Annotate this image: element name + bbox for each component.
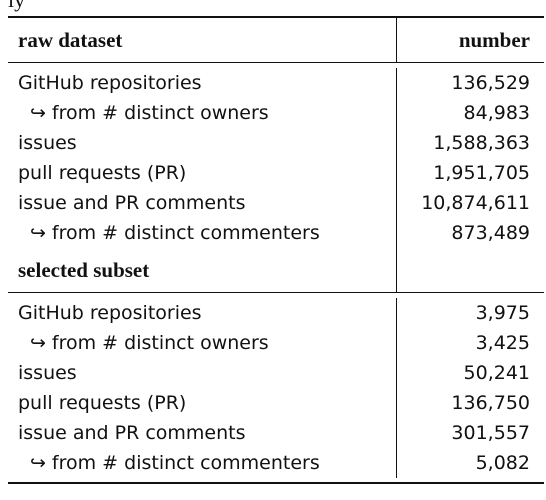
row-label: ↪ from # distinct owners (8, 332, 396, 354)
bottom-rule (8, 482, 544, 484)
row-label: pull requests (PR) (8, 162, 396, 184)
row-label-text: pull requests (PR) (18, 392, 187, 414)
row-label: GitHub repositories (8, 302, 396, 324)
row-label-text: from # distinct owners (51, 102, 269, 124)
dataset-statistics-table: raw dataset number GitHub repositories 13… (8, 16, 544, 484)
hook-arrow-icon: ↪ (30, 102, 46, 124)
row-label: issues (8, 132, 396, 154)
table-row: ↪ from # distinct owners 84,983 (8, 98, 544, 128)
table-row: issues 50,241 (8, 358, 544, 388)
table-row: issue and PR comments 301,557 (8, 418, 544, 448)
row-label: pull requests (PR) (8, 392, 396, 414)
row-label: issue and PR comments (8, 422, 396, 444)
row-label-text: GitHub repositories (18, 72, 202, 94)
top-rule (8, 16, 544, 18)
hook-arrow-icon: ↪ (30, 452, 46, 474)
header-selected-subset: selected subset (18, 257, 150, 282)
header-rule (8, 62, 544, 63)
raw-dataset-block: GitHub repositories 136,529 ↪ from # distin… (8, 63, 544, 252)
row-label: issues (8, 362, 396, 384)
row-label-text: from # distinct commenters (51, 222, 320, 244)
row-value: 1,951,705 (396, 158, 544, 188)
table-row: GitHub repositories 3,975 (8, 298, 544, 328)
header-raw-dataset: raw dataset (18, 27, 123, 52)
row-value: 873,489 (396, 218, 544, 248)
row-value: 5,082 (396, 448, 544, 478)
row-value: 301,557 (396, 418, 544, 448)
row-value: 84,983 (396, 98, 544, 128)
caption-fragment: ly (8, 0, 25, 13)
selected-subset-block: GitHub repositories 3,975 ↪ from # distinct… (8, 293, 544, 482)
row-label-text: from # distinct owners (51, 332, 269, 354)
row-label: GitHub repositories (8, 72, 396, 94)
row-label-text: issues (18, 132, 77, 154)
row-label-text: issue and PR comments (18, 422, 246, 444)
row-value: 136,529 (396, 68, 544, 98)
table-row: ↪ from # distinct owners 3,425 (8, 328, 544, 358)
row-label: ↪ from # distinct commenters (8, 222, 396, 244)
row-label-text: GitHub repositories (18, 302, 202, 324)
row-label: ↪ from # distinct owners (8, 102, 396, 124)
row-label-text: pull requests (PR) (18, 162, 187, 184)
subset-rule (8, 292, 544, 293)
table-row: GitHub repositories 136,529 (8, 68, 544, 98)
header-number: number (396, 18, 544, 62)
table-row: issue and PR comments 10,874,611 (8, 188, 544, 218)
table-row: pull requests (PR) 1,951,705 (8, 158, 544, 188)
subset-header-number-cell (396, 248, 544, 292)
row-label-text: issues (18, 362, 77, 384)
row-value: 136,750 (396, 388, 544, 418)
table-row: ↪ from # distinct commenters 5,082 (8, 448, 544, 478)
row-value: 1,588,363 (396, 128, 544, 158)
hook-arrow-icon: ↪ (30, 222, 46, 244)
row-value: 3,425 (396, 328, 544, 358)
row-value: 3,975 (396, 298, 544, 328)
row-value: 50,241 (396, 358, 544, 388)
row-label: issue and PR comments (8, 192, 396, 214)
table-row: pull requests (PR) 136,750 (8, 388, 544, 418)
row-value: 10,874,611 (396, 188, 544, 218)
table-row: issues 1,588,363 (8, 128, 544, 158)
table-header-row: raw dataset number (8, 18, 544, 62)
table-row: ↪ from # distinct commenters 873,489 (8, 218, 544, 248)
subset-header-row: selected subset (8, 248, 544, 292)
row-label-text: issue and PR comments (18, 192, 246, 214)
row-label: ↪ from # distinct commenters (8, 452, 396, 474)
row-label-text: from # distinct commenters (51, 452, 320, 474)
hook-arrow-icon: ↪ (30, 332, 46, 354)
